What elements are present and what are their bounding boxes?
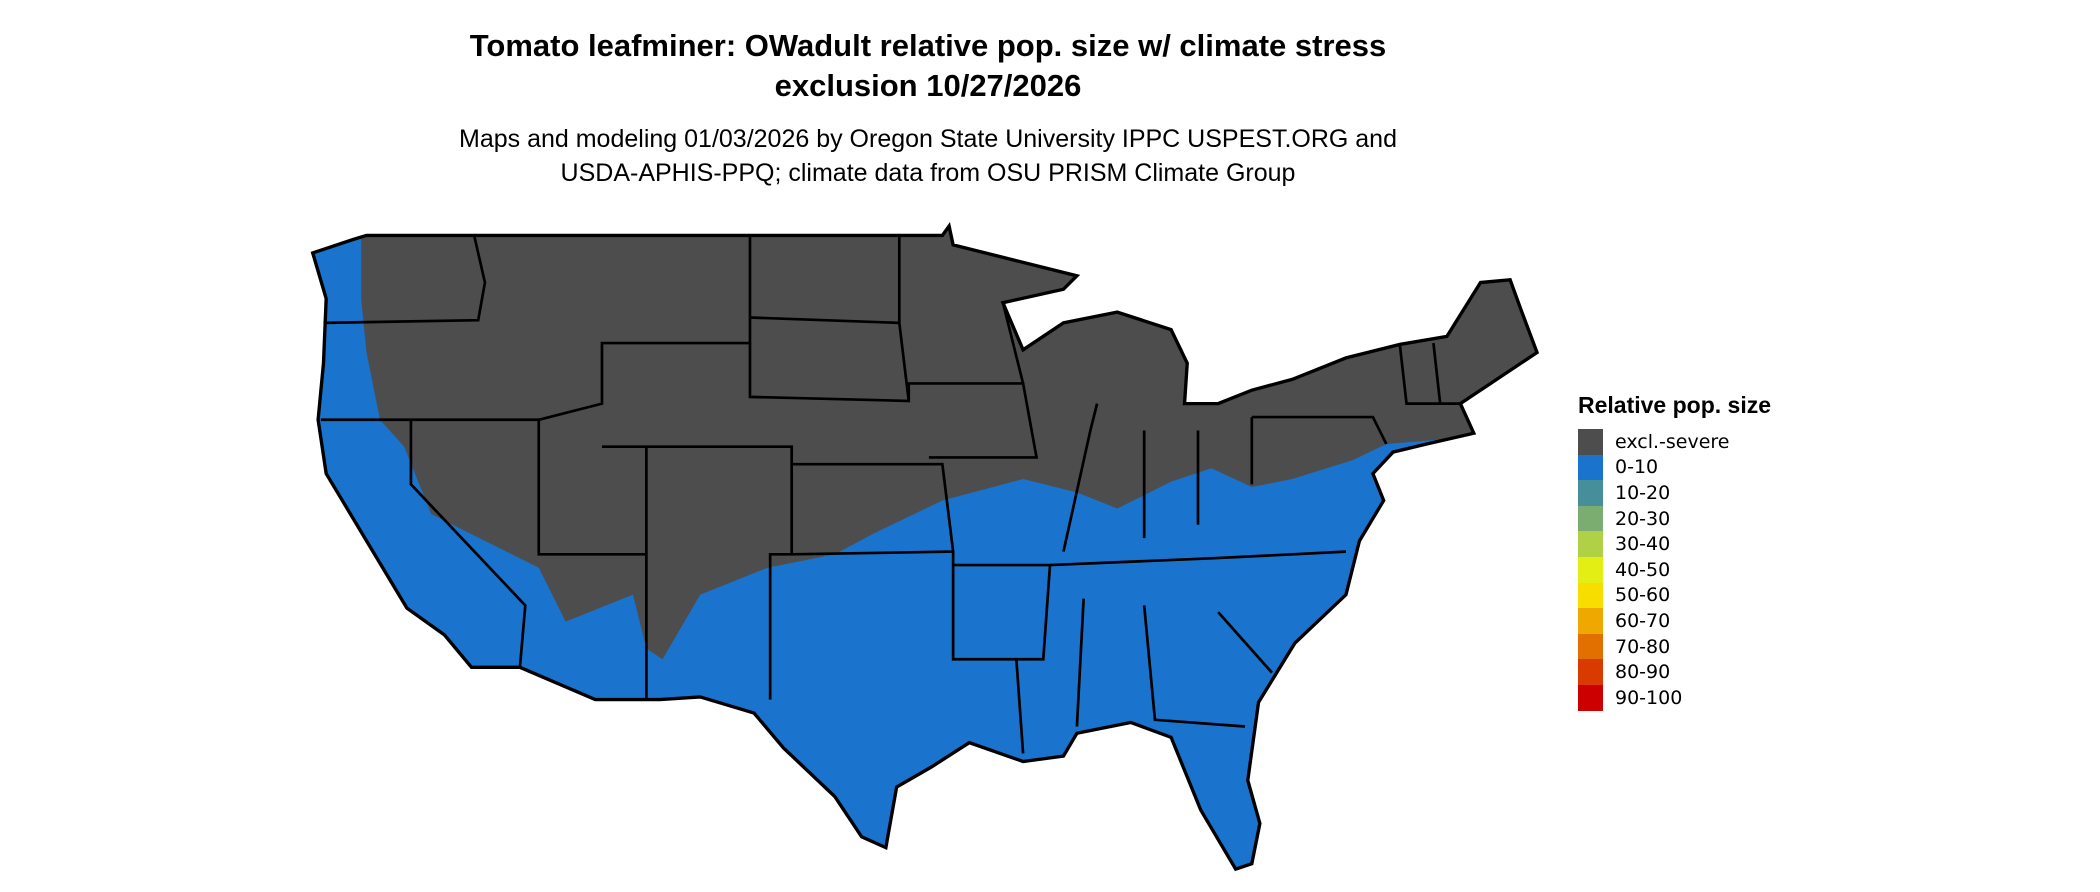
legend-label: 80-90 xyxy=(1615,661,1671,684)
legend-item: 50-60 xyxy=(1578,582,1771,609)
legend-label: 50-60 xyxy=(1615,584,1671,607)
legend-swatch xyxy=(1578,556,1603,583)
state-borders xyxy=(320,235,1461,754)
legend-label: excl.-severe xyxy=(1615,430,1730,453)
legend-label: 20-30 xyxy=(1615,507,1671,530)
legend-label: 40-50 xyxy=(1615,558,1671,581)
legend-label: 70-80 xyxy=(1615,635,1671,658)
legend-swatch xyxy=(1578,608,1603,634)
legend-swatch xyxy=(1578,454,1603,481)
legend-swatch xyxy=(1578,582,1603,609)
legend-swatch xyxy=(1578,633,1603,660)
legend-item: 70-80 xyxy=(1578,633,1771,660)
legend-item: 60-70 xyxy=(1578,608,1771,634)
legend-title: Relative pop. size xyxy=(1578,392,1772,418)
map-title-line-1: Tomato leafminer: OWadult relative pop. … xyxy=(469,28,1387,63)
legend-swatch xyxy=(1578,480,1603,506)
legend-label: 90-100 xyxy=(1615,686,1683,709)
subtitle-line-2: USDA-APHIS-PPQ; climate data from OSU PR… xyxy=(560,159,1296,187)
map-title-line-2: exclusion 10/27/2026 xyxy=(774,68,1082,103)
legend-item: 30-40 xyxy=(1578,531,1771,557)
legend-item: excl.-severe xyxy=(1578,429,1771,455)
legend-swatch xyxy=(1578,429,1603,455)
legend-label: 10-20 xyxy=(1615,481,1671,504)
legend-item: 0-10 xyxy=(1578,454,1771,481)
legend-item: 40-50 xyxy=(1578,556,1771,583)
legend-swatch xyxy=(1578,659,1603,685)
legend: Relative pop. size excl.-severe 0-10 10-20… xyxy=(1578,392,1771,711)
legend-item: 20-30 xyxy=(1578,505,1771,532)
legend-swatch xyxy=(1578,505,1603,532)
subtitle-line-1: Maps and modeling 01/03/2026 by Oregon S… xyxy=(459,125,1397,153)
legend-label: 0-10 xyxy=(1615,456,1659,479)
legend-swatch xyxy=(1578,684,1603,711)
legend-item: 90-100 xyxy=(1578,684,1771,711)
legend-label: 30-40 xyxy=(1615,533,1671,556)
legend-label: 60-70 xyxy=(1615,609,1671,632)
legend-swatch xyxy=(1578,531,1603,557)
legend-item: 80-90 xyxy=(1578,659,1771,685)
legend-item: 10-20 xyxy=(1578,480,1771,506)
